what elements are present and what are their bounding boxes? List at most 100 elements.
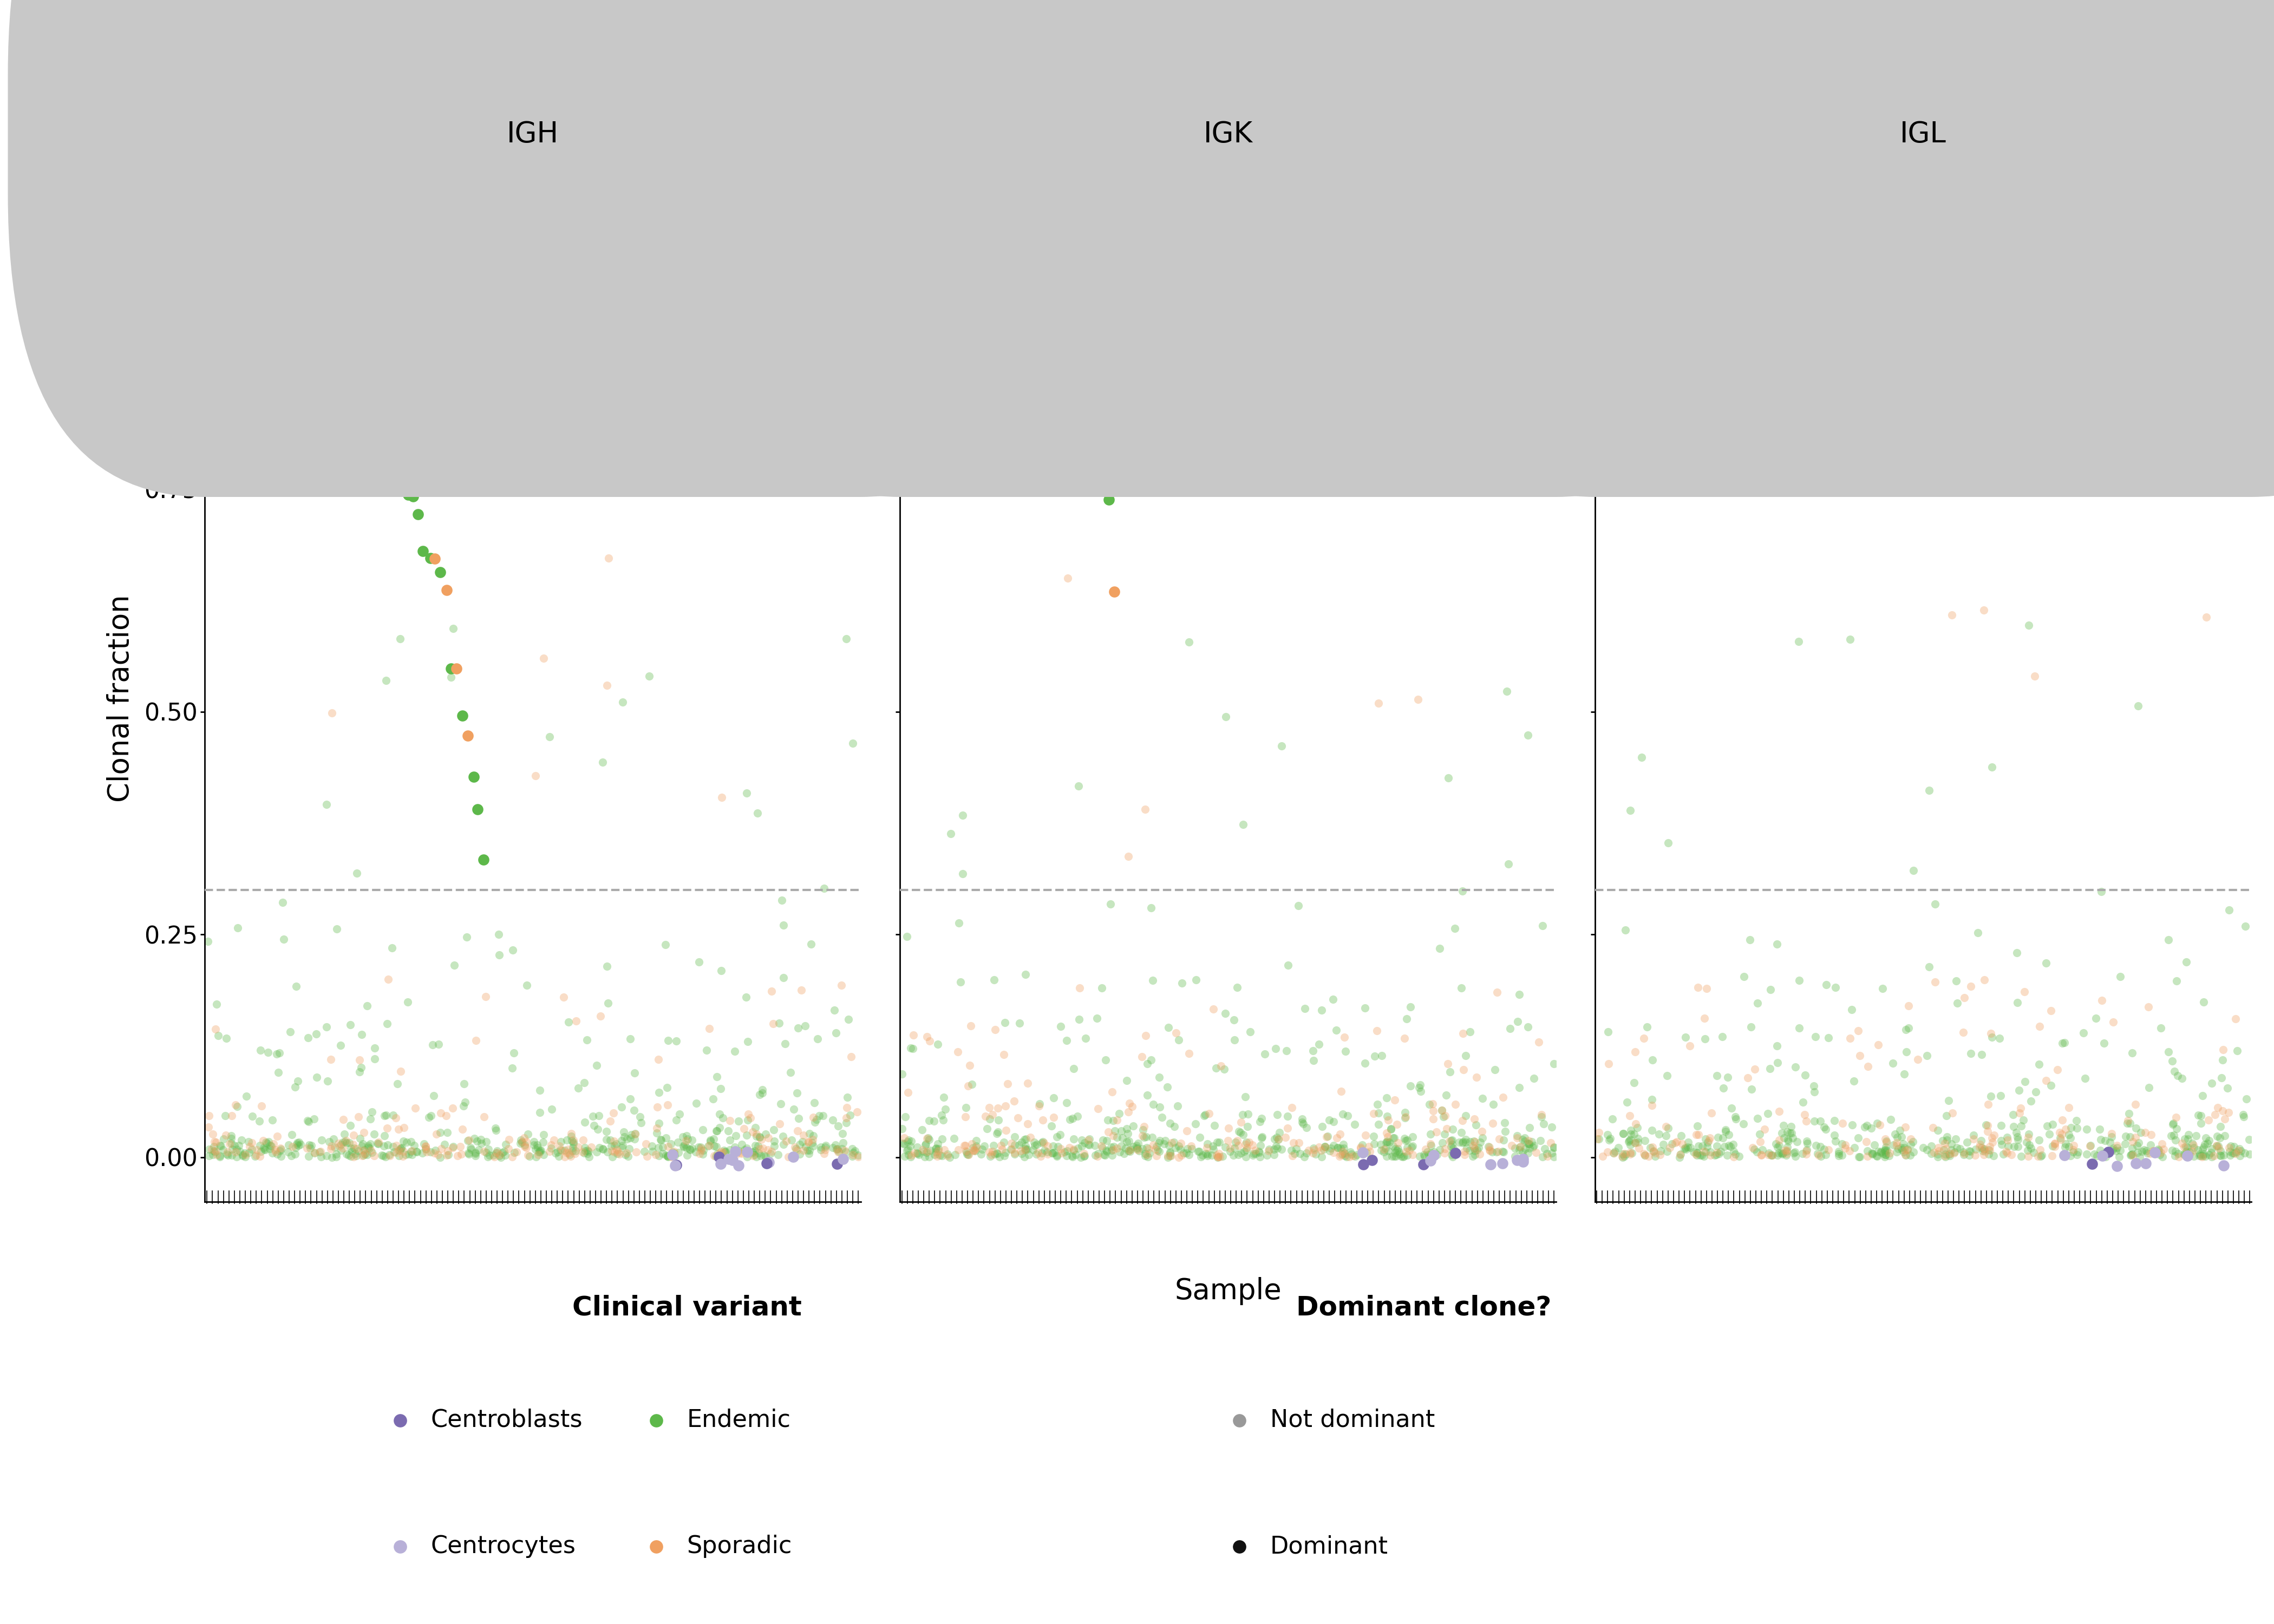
Text: Sporadic: Sporadic	[687, 1535, 791, 1557]
Point	[885, 1060, 921, 1086]
Point	[487, 1132, 523, 1158]
Point	[646, 1134, 682, 1160]
Point	[193, 1137, 230, 1163]
Point	[341, 1059, 377, 1085]
Point	[2094, 1124, 2131, 1150]
Point	[1499, 1122, 1535, 1148]
Point	[2024, 1142, 2060, 1168]
Point	[1026, 1137, 1062, 1163]
Point	[1962, 1127, 1999, 1153]
Point	[453, 1135, 489, 1161]
Point	[1162, 1142, 1198, 1168]
Point	[798, 1106, 835, 1132]
Point	[825, 1130, 862, 1156]
Point	[1685, 1138, 1721, 1164]
Point	[1474, 1151, 1510, 1177]
Point	[1001, 1132, 1037, 1158]
Point	[521, 1138, 557, 1164]
Point	[371, 1132, 407, 1158]
Point	[296, 1140, 332, 1166]
Point	[1130, 1135, 1167, 1161]
Point	[907, 1143, 944, 1169]
Point	[1801, 1142, 1837, 1168]
Point	[405, 538, 441, 564]
Point	[2201, 1125, 2238, 1151]
Point	[332, 1135, 368, 1161]
Point	[796, 1090, 832, 1116]
Point	[1233, 1018, 1269, 1044]
Point	[2065, 1020, 2101, 1046]
Point	[1505, 1127, 1542, 1153]
Point	[318, 1142, 355, 1168]
Point	[887, 1104, 923, 1130]
Point	[462, 1127, 498, 1153]
Point	[2094, 1121, 2131, 1147]
Point	[1887, 1039, 1924, 1065]
Point	[2019, 1143, 2056, 1169]
Point	[225, 258, 262, 284]
Point	[387, 1114, 423, 1140]
Point	[1999, 989, 2035, 1015]
Point	[325, 1106, 362, 1132]
Point	[450, 723, 487, 749]
Point	[1405, 1143, 1442, 1169]
Point	[623, 1109, 659, 1135]
Point	[1308, 1134, 1344, 1160]
Point	[682, 1137, 719, 1163]
Point	[932, 261, 969, 287]
Point	[700, 1143, 737, 1169]
Point	[2153, 1137, 2190, 1163]
Point	[637, 1142, 673, 1168]
Point	[1035, 1134, 1071, 1160]
Point	[346, 1142, 382, 1168]
Point	[198, 1017, 234, 1043]
Point	[448, 1090, 484, 1116]
Point	[346, 383, 382, 409]
Point	[1692, 331, 1728, 357]
Point	[407, 1134, 443, 1160]
Point	[2231, 1127, 2267, 1153]
Point	[1285, 1111, 1321, 1137]
Point	[678, 1090, 714, 1116]
Point	[2135, 1138, 2172, 1164]
Point	[796, 1104, 832, 1130]
Point	[507, 1135, 543, 1161]
Point	[1019, 1140, 1055, 1166]
Point	[741, 1135, 778, 1161]
Point	[2035, 1134, 2072, 1160]
Point	[1071, 1127, 1107, 1153]
Point	[2169, 1122, 2206, 1148]
Point	[1824, 1111, 1860, 1137]
Point	[337, 1140, 373, 1166]
Point	[1089, 1137, 1126, 1163]
Point	[707, 1138, 744, 1164]
Point	[1621, 258, 1658, 284]
Point	[1223, 1109, 1260, 1135]
Point	[273, 1134, 309, 1160]
Point	[1455, 1129, 1492, 1155]
Point	[2044, 1030, 2081, 1056]
Point	[350, 1132, 387, 1158]
Point	[2231, 1142, 2267, 1168]
Point	[2072, 1134, 2108, 1160]
Point	[1112, 1137, 1148, 1163]
Point	[912, 1108, 948, 1134]
Point	[828, 1137, 864, 1163]
Point	[728, 780, 764, 806]
Point	[391, 1142, 428, 1168]
Point	[1872, 1143, 1908, 1169]
Point	[468, 1129, 505, 1155]
Point	[730, 1028, 766, 1054]
Point	[1605, 257, 1642, 283]
Point	[566, 1140, 603, 1166]
Point	[996, 1142, 1032, 1168]
Point	[921, 258, 957, 284]
Point	[416, 546, 453, 572]
FancyBboxPatch shape	[703, 0, 1753, 497]
Point	[912, 1137, 948, 1163]
Point	[2185, 1134, 2222, 1160]
Point	[1060, 1103, 1096, 1129]
Point	[2167, 1134, 2204, 1160]
Point	[1449, 1135, 1485, 1161]
Point	[525, 1129, 562, 1155]
